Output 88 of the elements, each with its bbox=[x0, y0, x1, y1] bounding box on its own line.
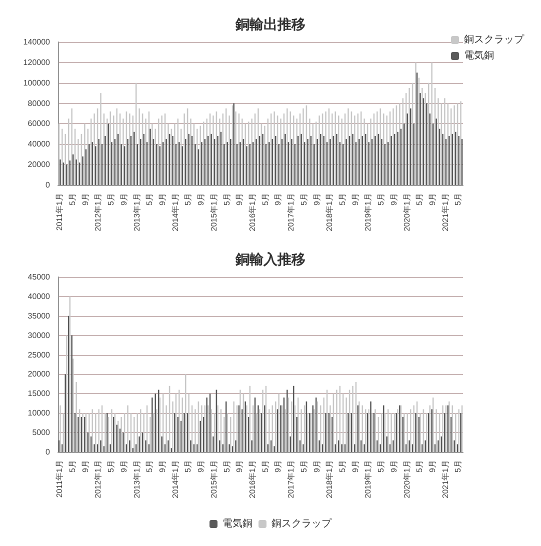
x-tick-label: 5月 bbox=[145, 460, 154, 472]
x-tick-label: 5月 bbox=[454, 460, 463, 472]
x-tick-label: 2017年1月 bbox=[286, 193, 296, 232]
x-tick-label: 9月 bbox=[196, 193, 206, 206]
y-tick-label: 40000 bbox=[28, 292, 51, 301]
x-tick-label: 2014年1月 bbox=[170, 460, 180, 498]
x-tick-label: 9月 bbox=[119, 193, 128, 206]
x-tick-label: 9月 bbox=[80, 460, 90, 472]
x-tick-label: 9月 bbox=[389, 193, 398, 206]
x-tick-label: 2011年1月 bbox=[55, 193, 64, 231]
legend-label: 電気銅 bbox=[222, 518, 252, 530]
x-tick-label: 5月 bbox=[299, 460, 308, 472]
x-tick-label: 9月 bbox=[428, 460, 437, 472]
y-tick-label: 45000 bbox=[28, 272, 51, 282]
x-tick-label: 2018年1月 bbox=[325, 193, 334, 232]
x-tick-label: 9月 bbox=[235, 193, 244, 206]
x-tick-label: 5月 bbox=[260, 193, 270, 206]
x-tick-label: 2019年1月 bbox=[364, 193, 373, 232]
x-tick-label: 5月 bbox=[415, 193, 424, 206]
x-tick-label: 5月 bbox=[222, 460, 232, 472]
x-tick-label: 5月 bbox=[338, 193, 347, 206]
x-tick-label: 2016年1月 bbox=[248, 460, 257, 498]
x-tick-label: 5月 bbox=[376, 193, 386, 206]
x-tick-label: 5月 bbox=[106, 460, 116, 472]
x-tick-label: 9月 bbox=[428, 193, 437, 206]
y-tick-label: 30000 bbox=[28, 330, 51, 340]
x-tick-label: 5月 bbox=[68, 460, 77, 472]
x-tick-label: 9月 bbox=[274, 460, 283, 472]
y-tick-label: 40000 bbox=[28, 140, 51, 149]
legend-label: 銅スクラップ bbox=[464, 34, 525, 46]
x-tick-label: 2013年1月 bbox=[132, 193, 142, 232]
x-tick-label: 5月 bbox=[454, 193, 463, 206]
y-tick-label: 80000 bbox=[28, 98, 51, 108]
x-tick-label: 9月 bbox=[158, 460, 167, 472]
legend-label: 電気銅 bbox=[464, 50, 494, 62]
x-tick-label: 2013年1月 bbox=[132, 460, 142, 498]
x-tick-label: 2015年1月 bbox=[209, 193, 218, 232]
y-tick-label: 60000 bbox=[28, 119, 51, 128]
y-tick-label: 120000 bbox=[23, 58, 51, 67]
x-tick-label: 2014年1月 bbox=[170, 193, 180, 232]
y-tick-label: 20000 bbox=[28, 160, 51, 170]
x-tick-label: 9月 bbox=[312, 193, 322, 206]
x-tick-label: 9月 bbox=[158, 193, 167, 206]
y-tick-label: 20000 bbox=[28, 370, 51, 379]
x-tick-label: 9月 bbox=[312, 460, 322, 472]
x-tick-label: 2020年1月 bbox=[402, 193, 412, 232]
x-tick-label: 9月 bbox=[119, 460, 128, 472]
x-tick-label: 9月 bbox=[235, 460, 244, 472]
legend-label: 銅スクラップ bbox=[272, 518, 332, 530]
x-tick-label: 5月 bbox=[260, 460, 270, 472]
x-tick-label: 2016年1月 bbox=[248, 193, 257, 232]
y-tick-label: 100000 bbox=[23, 78, 51, 88]
x-tick-label: 9月 bbox=[389, 460, 398, 472]
x-tick-label: 5月 bbox=[184, 460, 193, 472]
x-tick-label: 2019年1月 bbox=[364, 460, 373, 498]
x-tick-label: 5月 bbox=[338, 460, 347, 472]
x-tick-label: 2018年1月 bbox=[325, 460, 334, 498]
x-tick-label: 9月 bbox=[350, 193, 360, 206]
y-tick-label: 0 bbox=[46, 448, 51, 456]
x-tick-label: 5月 bbox=[145, 193, 154, 206]
x-tick-label: 2015年1月 bbox=[209, 460, 218, 498]
chart-title: 銅輸出推移 bbox=[234, 16, 306, 32]
x-tick-label: 5月 bbox=[222, 193, 232, 206]
y-tick-label: 5000 bbox=[32, 428, 51, 438]
y-tick-label: 15000 bbox=[28, 389, 51, 398]
x-tick-label: 9月 bbox=[350, 460, 360, 472]
y-tick-label: 25000 bbox=[28, 350, 51, 360]
y-tick-label: 35000 bbox=[28, 311, 51, 320]
x-tick-label: 5月 bbox=[184, 193, 193, 206]
x-tick-label: 9月 bbox=[274, 193, 283, 206]
x-tick-label: 5月 bbox=[68, 193, 77, 206]
chart-title: 銅輸入推移 bbox=[234, 251, 306, 267]
x-tick-label: 2021年1月 bbox=[440, 460, 450, 498]
y-tick-label: 140000 bbox=[23, 38, 51, 46]
x-tick-label: 2017年1月 bbox=[286, 460, 296, 498]
x-tick-label: 2011年1月 bbox=[55, 460, 64, 498]
x-tick-label: 5月 bbox=[299, 193, 308, 206]
y-tick-label: 0 bbox=[46, 180, 51, 190]
y-tick-label: 10000 bbox=[28, 408, 51, 418]
x-tick-label: 5月 bbox=[376, 460, 386, 472]
x-tick-label: 2012年1月 bbox=[94, 460, 103, 498]
x-tick-label: 2020年1月 bbox=[402, 460, 412, 498]
x-tick-label: 2021年1月 bbox=[440, 193, 450, 232]
x-tick-label: 5月 bbox=[106, 193, 116, 206]
x-tick-label: 5月 bbox=[415, 460, 424, 472]
x-tick-label: 9月 bbox=[196, 460, 206, 472]
x-tick-label: 9月 bbox=[80, 193, 90, 206]
x-tick-label: 2012年1月 bbox=[94, 193, 103, 232]
